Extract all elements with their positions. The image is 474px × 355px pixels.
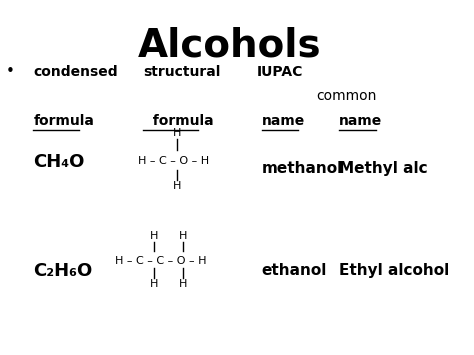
Text: H – C – C – O – H: H – C – C – O – H [115, 256, 206, 266]
Text: CH₄O: CH₄O [33, 153, 85, 171]
Text: name: name [262, 114, 305, 128]
Text: H: H [150, 231, 158, 241]
Text: H: H [179, 231, 187, 241]
Text: H: H [179, 279, 187, 289]
Text: formula: formula [143, 114, 213, 128]
Text: Alcohols: Alcohols [138, 26, 321, 64]
Text: methanol: methanol [262, 161, 343, 176]
Text: name: name [339, 114, 383, 128]
Text: IUPAC: IUPAC [257, 65, 303, 79]
Text: Ethyl alcohol: Ethyl alcohol [339, 263, 449, 278]
Text: formula: formula [33, 114, 94, 128]
Text: H: H [150, 279, 158, 289]
Text: Methyl alc: Methyl alc [339, 161, 428, 176]
Text: structural: structural [143, 65, 220, 79]
Text: •: • [6, 64, 15, 79]
Text: ethanol: ethanol [262, 263, 327, 278]
Text: H: H [173, 181, 182, 191]
Text: common: common [316, 89, 377, 104]
Text: H: H [173, 129, 182, 138]
Text: C₂H₆O: C₂H₆O [33, 262, 92, 280]
Text: condensed: condensed [33, 65, 118, 79]
Text: H – C – O – H: H – C – O – H [138, 155, 210, 165]
